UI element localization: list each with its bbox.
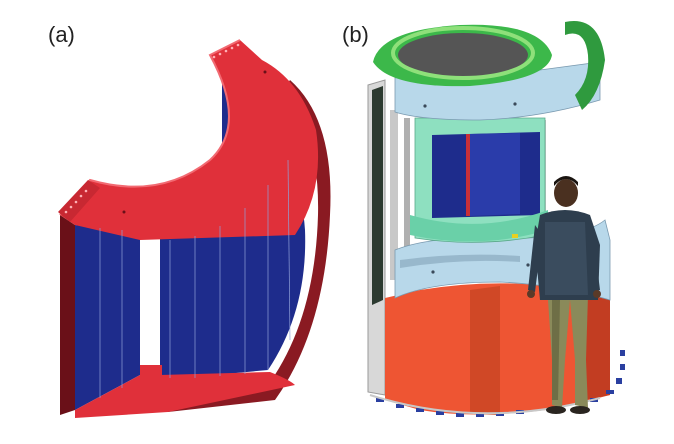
scanner-floor-ring <box>369 394 601 415</box>
frame-a-bottom-strip <box>75 372 295 418</box>
human-figure-icon <box>527 176 601 414</box>
scanner-top-opening-rim <box>391 26 535 80</box>
scanner-top-opening <box>398 33 528 77</box>
frame-a-top-highlight <box>59 39 241 216</box>
scanner-base-shadow <box>470 286 500 415</box>
bolt-dots-icon <box>64 43 240 214</box>
scanner-left-door-inner <box>372 86 383 305</box>
scanner-teal-ring-lower <box>410 210 548 242</box>
panel-b-assembly <box>367 21 625 417</box>
frame-a-fins <box>99 159 291 398</box>
frame-a-hole-1 <box>122 210 126 214</box>
frame-a-hole-2 <box>263 70 267 74</box>
frame-a-bottom-plate <box>140 365 162 385</box>
panel-a-label: (a) <box>48 22 75 47</box>
scanner-pillar-1 <box>390 110 398 280</box>
frame-a-outer-shell <box>168 80 331 412</box>
panel-b-label: (b) <box>342 22 369 47</box>
scanner-yellow-marker <box>512 234 518 238</box>
panel-a-frame <box>58 39 331 418</box>
frame-a-left-edge <box>60 215 75 415</box>
scanner-lower-shell-band <box>400 254 520 268</box>
frame-a-top-arc <box>60 40 319 240</box>
frame-a-end-plate-left <box>58 180 100 222</box>
scanner-side-wing <box>565 21 605 110</box>
scanner-detector-inner <box>470 133 520 216</box>
scanner-pillar-2 <box>404 118 410 278</box>
frame-a-opening <box>140 235 160 370</box>
scanner-detector-gap <box>466 134 470 216</box>
frame-a-flat-panel <box>75 225 140 410</box>
